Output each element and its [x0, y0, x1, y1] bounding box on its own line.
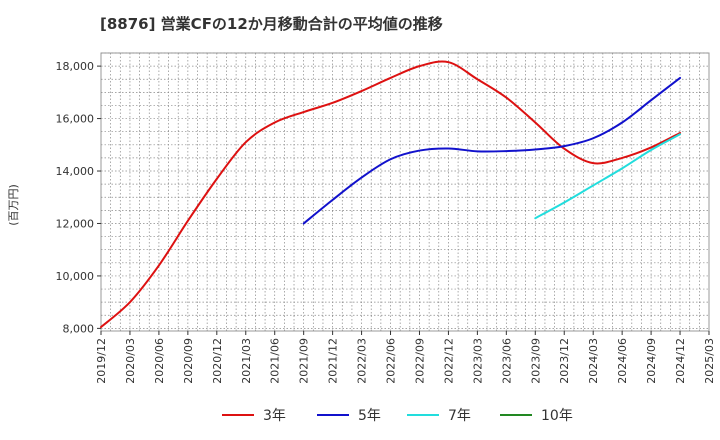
y-tick-label: 14,000	[56, 165, 95, 178]
series-line-2	[302, 76, 682, 225]
x-tick-label: 2021/03	[240, 338, 253, 384]
x-tick-label: 2019/12	[95, 338, 108, 384]
y-tick-label: 8,000	[63, 322, 95, 335]
x-tick-label: 2025/03	[703, 338, 716, 384]
x-tick-label: 2023/12	[558, 338, 571, 384]
x-axis: 2019/12 2020/03 2020/06 2020/09 2020/12 2021/…	[95, 331, 716, 384]
series-line-3	[534, 133, 682, 220]
y-axis-label: (百万円)	[7, 184, 20, 226]
x-tick-label: 2022/03	[356, 338, 369, 384]
x-tick-label: 2024/03	[587, 338, 600, 384]
x-tick-label: 2021/12	[327, 338, 340, 384]
y-tick-label: 12,000	[56, 217, 95, 230]
y-tick-label: 10,000	[56, 270, 95, 283]
y-tick-label: 18,000	[56, 60, 95, 73]
chart-title: [8876] 営業CFの12か月移動合計の平均値の推移	[100, 15, 443, 33]
legend: 3年 5年 7年 10年	[222, 408, 573, 424]
series-lines	[100, 60, 682, 329]
grid	[101, 52, 709, 331]
x-tick-label: 2024/06	[616, 338, 629, 384]
legend-label-4: 10年	[541, 408, 573, 424]
x-tick-label: 2022/09	[413, 338, 426, 384]
y-axis: 8,000 10,000 12,000 14,000 16,000 18,000	[56, 60, 101, 335]
plot-area	[100, 52, 710, 332]
x-tick-label: 2024/12	[674, 338, 687, 384]
x-tick-label: 2022/06	[385, 338, 398, 384]
x-tick-label: 2020/03	[124, 338, 137, 384]
x-tick-label: 2020/12	[211, 338, 224, 384]
x-tick-label: 2022/12	[442, 338, 455, 384]
x-tick-label: 2021/06	[269, 338, 282, 384]
x-tick-label: 2023/03	[471, 338, 484, 384]
x-tick-label: 2020/09	[182, 338, 195, 384]
x-tick-label: 2020/06	[153, 338, 166, 384]
legend-label-1: 3年	[263, 408, 286, 424]
x-tick-label: 2023/06	[500, 338, 513, 384]
legend-label-2: 5年	[358, 408, 381, 424]
x-tick-label: 2024/09	[645, 338, 658, 384]
y-tick-label: 16,000	[56, 113, 95, 126]
x-tick-label: 2021/09	[298, 338, 311, 384]
legend-label-3: 7年	[448, 408, 471, 424]
series-line-1	[100, 60, 682, 329]
x-tick-label: 2023/09	[529, 338, 542, 384]
